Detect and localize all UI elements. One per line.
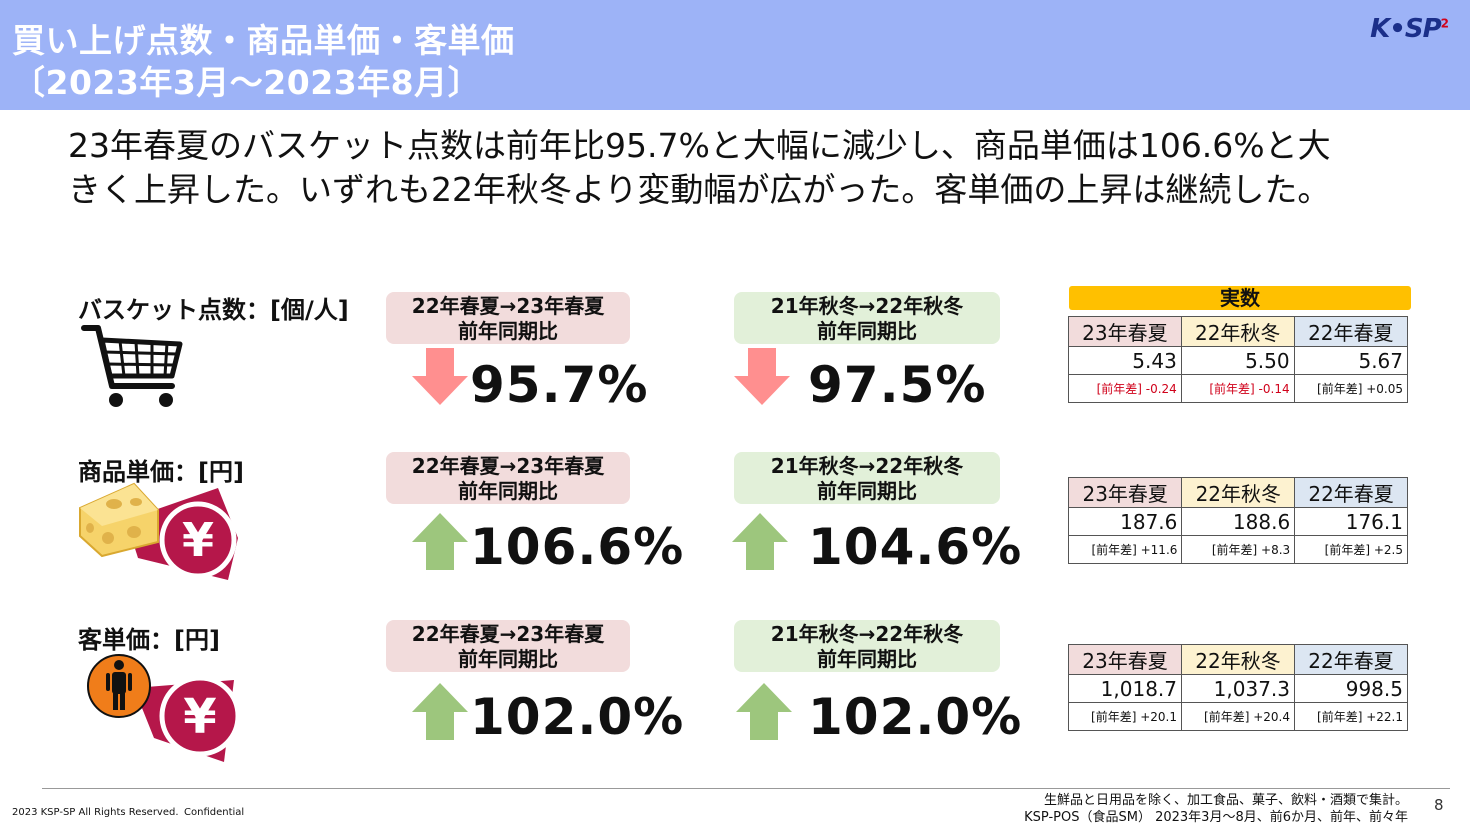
ksp-logo: K•SP2 — [1370, 14, 1449, 44]
table-diff: [前年差] -0.24 — [1068, 374, 1182, 403]
table-diff: [前年差] +20.4 — [1181, 702, 1295, 731]
table-header: 22年春夏 — [1293, 316, 1409, 347]
table-value: 1,037.3 — [1181, 674, 1295, 703]
compare-box-spend-spring: 22年春夏→23年春夏 前年同期比 — [386, 620, 630, 672]
table-value: 188.6 — [1181, 507, 1296, 536]
row-label-basket: バスケット点数：[個/人] — [78, 296, 349, 324]
summary-line-2: きく上昇した。いずれも22年秋冬より変動幅が広がった。客単価の上昇は継続した。 — [68, 170, 1331, 209]
table-header: 22年秋冬 — [1181, 644, 1295, 675]
footer-note-source: KSP-POS（食品SM） 2023年3月～8月、前6か月、前年、前々年 — [1024, 810, 1408, 825]
table-diff: [前年差] +22.1 — [1294, 702, 1408, 731]
cheese-yen-icon: ¥ — [79, 482, 238, 580]
summary-text: 23年春夏のバスケット点数は前年比95.7%と大幅に減少し、商品単価は106.6… — [68, 124, 1398, 212]
table-diff: [前年差] +0.05 — [1293, 374, 1409, 403]
logo-text: K•SP — [1370, 14, 1442, 44]
table-value: 1,018.7 — [1068, 674, 1182, 703]
compare-box-price-autumn: 21年秋冬→22年秋冬 前年同期比 — [734, 452, 1000, 504]
table-diff: [前年差] +2.5 — [1294, 535, 1408, 564]
down-arrow-icon — [412, 348, 468, 405]
up-arrow-icon — [412, 513, 468, 570]
table-header: 23年春夏 — [1068, 644, 1182, 675]
summary-line-1: 23年春夏のバスケット点数は前年比95.7%と大幅に減少し、商品単価は106.6… — [68, 126, 1331, 165]
up-arrow-icon — [732, 513, 788, 570]
copyright-text: 2023 KSP-SP All Rights Reserved. — [12, 807, 179, 818]
compare-box-spend-autumn: 21年秋冬→22年秋冬 前年同期比 — [734, 620, 1000, 672]
table-header: 22年秋冬 — [1181, 477, 1296, 508]
header-bar: 買い上げ点数・商品単価・客単価 〔2023年3月～2023年8月〕 K•SP2 — [0, 0, 1470, 110]
compare-period: 21年秋冬→22年秋冬 — [770, 454, 964, 478]
yen-glyph: ¥ — [183, 689, 216, 745]
compare-period: 21年秋冬→22年秋冬 — [770, 622, 964, 646]
table-header: 22年春夏 — [1294, 644, 1408, 675]
actual-values-badge: 実数 — [1069, 286, 1411, 310]
compare-period: 22年春夏→23年春夏 — [411, 294, 605, 318]
up-arrow-icon — [412, 683, 468, 740]
yoy-value-spend-autumn: 102.0% — [808, 688, 1023, 746]
footer-note-scope: 生鮮品と日用品を除く、加工食品、菓子、飲料・酒類で集計。 — [1043, 793, 1408, 808]
compare-period: 22年春夏→23年春夏 — [411, 454, 605, 478]
yoy-value-price-spring: 106.6% — [470, 518, 685, 576]
compare-box-price-spring: 22年春夏→23年春夏 前年同期比 — [386, 452, 630, 504]
table-diff: [前年差] +20.1 — [1068, 702, 1182, 731]
compare-period: 22年春夏→23年春夏 — [411, 622, 605, 646]
page-subtitle-period: 〔2023年3月～2023年8月〕 — [12, 63, 482, 102]
page-number: 8 — [1434, 796, 1444, 814]
person-yen-icon: ¥ — [87, 654, 240, 762]
confidential-label: Confidential — [184, 807, 245, 818]
row-label-unit-price: 商品単価：[円] — [78, 458, 244, 486]
compare-box-basket-spring: 22年春夏→23年春夏 前年同期比 — [386, 292, 630, 344]
stats-table-unit-price: 23年春夏 22年秋冬 22年春夏 187.6 188.6 176.1 [前年差… — [1067, 477, 1408, 564]
table-header: 23年春夏 — [1067, 477, 1183, 508]
yoy-value-spend-spring: 102.0% — [470, 688, 685, 746]
table-value: 187.6 — [1067, 507, 1183, 536]
table-header: 22年春夏 — [1294, 477, 1408, 508]
table-header: 23年春夏 — [1068, 316, 1182, 347]
table-value: 5.67 — [1293, 346, 1409, 375]
logo-superscript: 2 — [1440, 16, 1449, 31]
yoy-value-basket-autumn: 97.5% — [808, 356, 987, 414]
up-arrow-icon — [736, 683, 792, 740]
row-label-customer-spend: 客単価：[円] — [78, 626, 220, 654]
table-value: 998.5 — [1294, 674, 1408, 703]
stats-table-customer-spend: 23年春夏 22年秋冬 22年春夏 1,018.7 1,037.3 998.5 … — [1068, 644, 1408, 731]
table-value: 5.43 — [1068, 346, 1182, 375]
table-header: 22年秋冬 — [1180, 316, 1295, 347]
compare-caption: 前年同期比 — [817, 319, 917, 343]
shopping-cart-icon — [81, 325, 183, 407]
yen-glyph: ¥ — [182, 513, 214, 567]
compare-caption: 前年同期比 — [817, 647, 917, 671]
compare-caption: 前年同期比 — [458, 479, 558, 503]
compare-caption: 前年同期比 — [458, 647, 558, 671]
table-value: 5.50 — [1180, 346, 1295, 375]
down-arrow-icon — [734, 348, 790, 405]
yoy-value-basket-spring: 95.7% — [470, 356, 649, 414]
footer-divider — [42, 788, 1450, 789]
stats-table-basket: 23年春夏 22年秋冬 22年春夏 5.43 5.50 5.67 [前年差] -… — [1068, 316, 1409, 403]
table-diff: [前年差] -0.14 — [1180, 374, 1295, 403]
table-diff: [前年差] +11.6 — [1067, 535, 1183, 564]
compare-box-basket-autumn: 21年秋冬→22年秋冬 前年同期比 — [734, 292, 1000, 344]
page-title: 買い上げ点数・商品単価・客単価 — [12, 21, 515, 60]
compare-period: 21年秋冬→22年秋冬 — [770, 294, 964, 318]
compare-caption: 前年同期比 — [458, 319, 558, 343]
table-diff: [前年差] +8.3 — [1181, 535, 1296, 564]
compare-caption: 前年同期比 — [817, 479, 917, 503]
yoy-value-price-autumn: 104.6% — [808, 518, 1023, 576]
table-value: 176.1 — [1294, 507, 1408, 536]
